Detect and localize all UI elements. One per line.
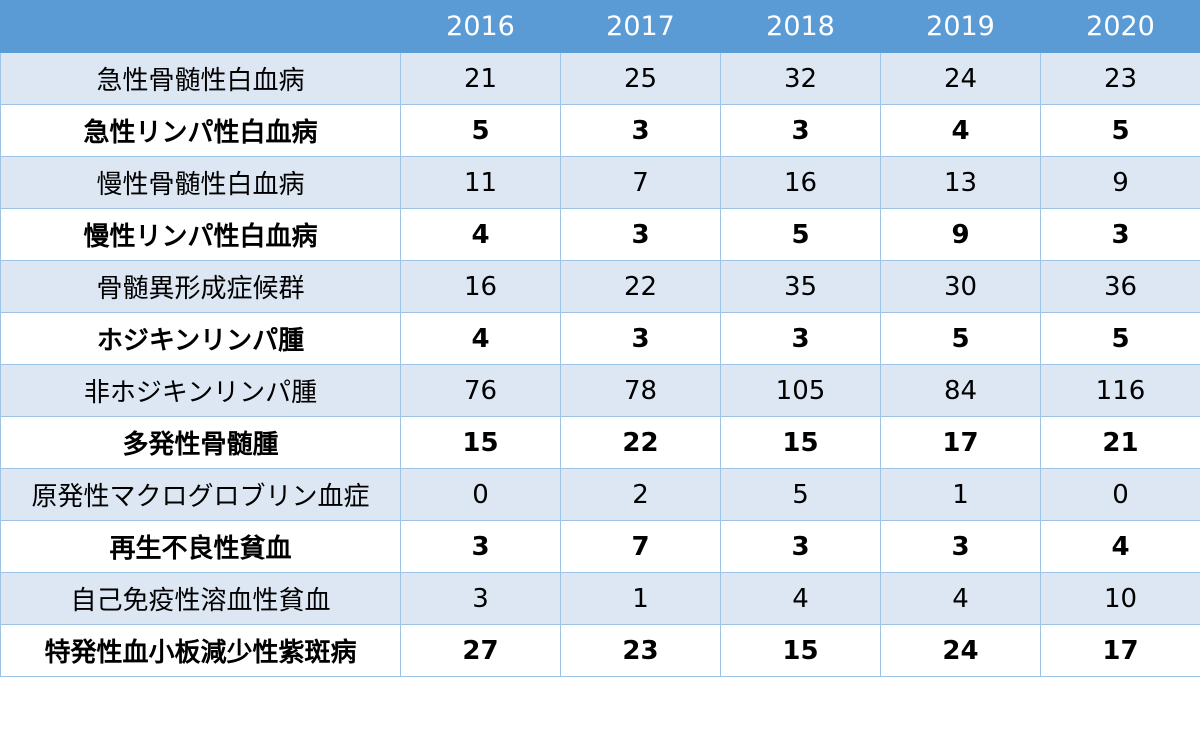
value-cell: 21 — [400, 52, 561, 105]
value-cell: 105 — [720, 364, 881, 417]
value-cell: 23 — [560, 624, 721, 677]
row-label: 慢性骨髄性白血病 — [0, 156, 401, 209]
value-cell: 13 — [880, 156, 1041, 209]
value-cell: 9 — [1040, 156, 1200, 209]
value-cell: 5 — [720, 468, 881, 521]
row-label: 自己免疫性溶血性貧血 — [0, 572, 401, 625]
value-cell: 3 — [720, 104, 881, 157]
value-cell: 32 — [720, 52, 881, 105]
value-cell: 1 — [880, 468, 1041, 521]
value-cell: 22 — [560, 416, 721, 469]
value-cell: 84 — [880, 364, 1041, 417]
row-label: 骨髄異形成症候群 — [0, 260, 401, 313]
value-cell: 25 — [560, 52, 721, 105]
value-cell: 3 — [400, 520, 561, 573]
value-cell: 5 — [720, 208, 881, 261]
table-row: ホジキンリンパ腫 4 3 3 5 5 — [0, 312, 1200, 365]
value-cell: 0 — [1040, 468, 1200, 521]
value-cell: 17 — [1040, 624, 1200, 677]
data-table: 2016 2017 2018 2019 2020 急性骨髄性白血病 21 25 32 24 23 急… — [0, 0, 1200, 677]
value-cell: 17 — [880, 416, 1041, 469]
value-cell: 9 — [880, 208, 1041, 261]
value-cell: 15 — [400, 416, 561, 469]
header-cell: 2020 — [1040, 0, 1200, 53]
value-cell: 7 — [560, 156, 721, 209]
value-cell: 27 — [400, 624, 561, 677]
row-label: 特発性血小板減少性紫斑病 — [0, 624, 401, 677]
value-cell: 15 — [720, 624, 881, 677]
value-cell: 5 — [400, 104, 561, 157]
value-cell: 5 — [1040, 312, 1200, 365]
value-cell: 35 — [720, 260, 881, 313]
value-cell: 116 — [1040, 364, 1200, 417]
value-cell: 3 — [560, 208, 721, 261]
table-row: 急性リンパ性白血病 5 3 3 4 5 — [0, 104, 1200, 157]
value-cell: 4 — [880, 104, 1041, 157]
value-cell: 4 — [400, 208, 561, 261]
value-cell: 4 — [400, 312, 561, 365]
value-cell: 3 — [560, 312, 721, 365]
table-row: 慢性リンパ性白血病 4 3 5 9 3 — [0, 208, 1200, 261]
table-row: 再生不良性貧血 3 7 3 3 4 — [0, 520, 1200, 573]
table-row: 多発性骨髄腫 15 22 15 17 21 — [0, 416, 1200, 469]
value-cell: 10 — [1040, 572, 1200, 625]
header-cell: 2016 — [400, 0, 561, 53]
row-label: 急性リンパ性白血病 — [0, 104, 401, 157]
value-cell: 11 — [400, 156, 561, 209]
value-cell: 5 — [880, 312, 1041, 365]
value-cell: 78 — [560, 364, 721, 417]
row-label: 非ホジキンリンパ腫 — [0, 364, 401, 417]
table-row: 原発性マクログロブリン血症 0 2 5 1 0 — [0, 468, 1200, 521]
value-cell: 21 — [1040, 416, 1200, 469]
value-cell: 2 — [560, 468, 721, 521]
table-row: 急性骨髄性白血病 21 25 32 24 23 — [0, 52, 1200, 105]
value-cell: 23 — [1040, 52, 1200, 105]
row-label: 再生不良性貧血 — [0, 520, 401, 573]
value-cell: 16 — [400, 260, 561, 313]
value-cell: 24 — [880, 624, 1041, 677]
value-cell: 22 — [560, 260, 721, 313]
row-label: 慢性リンパ性白血病 — [0, 208, 401, 261]
value-cell: 3 — [720, 312, 881, 365]
value-cell: 0 — [400, 468, 561, 521]
header-cell: 2018 — [720, 0, 881, 53]
value-cell: 7 — [560, 520, 721, 573]
header-row: 2016 2017 2018 2019 2020 — [0, 0, 1200, 53]
table-row: 骨髄異形成症候群 16 22 35 30 36 — [0, 260, 1200, 313]
value-cell: 5 — [1040, 104, 1200, 157]
value-cell: 4 — [880, 572, 1041, 625]
row-label: 原発性マクログロブリン血症 — [0, 468, 401, 521]
table-row: 非ホジキンリンパ腫 76 78 105 84 116 — [0, 364, 1200, 417]
value-cell: 36 — [1040, 260, 1200, 313]
value-cell: 30 — [880, 260, 1041, 313]
row-label: 多発性骨髄腫 — [0, 416, 401, 469]
value-cell: 3 — [1040, 208, 1200, 261]
value-cell: 3 — [880, 520, 1041, 573]
value-cell: 24 — [880, 52, 1041, 105]
value-cell: 76 — [400, 364, 561, 417]
table-row: 自己免疫性溶血性貧血 3 1 4 4 10 — [0, 572, 1200, 625]
value-cell: 15 — [720, 416, 881, 469]
value-cell: 4 — [1040, 520, 1200, 573]
table-body: 急性骨髄性白血病 21 25 32 24 23 急性リンパ性白血病 5 3 3 4 5 慢性骨髄性白血病… — [0, 52, 1200, 677]
header-cell: 2017 — [560, 0, 721, 53]
value-cell: 4 — [720, 572, 881, 625]
table-row: 慢性骨髄性白血病 11 7 16 13 9 — [0, 156, 1200, 209]
value-cell: 3 — [400, 572, 561, 625]
value-cell: 1 — [560, 572, 721, 625]
table-row: 特発性血小板減少性紫斑病 27 23 15 24 17 — [0, 624, 1200, 677]
row-label: 急性骨髄性白血病 — [0, 52, 401, 105]
header-corner — [0, 0, 401, 53]
value-cell: 3 — [720, 520, 881, 573]
value-cell: 16 — [720, 156, 881, 209]
row-label: ホジキンリンパ腫 — [0, 312, 401, 365]
header-cell: 2019 — [880, 0, 1041, 53]
value-cell: 3 — [560, 104, 721, 157]
